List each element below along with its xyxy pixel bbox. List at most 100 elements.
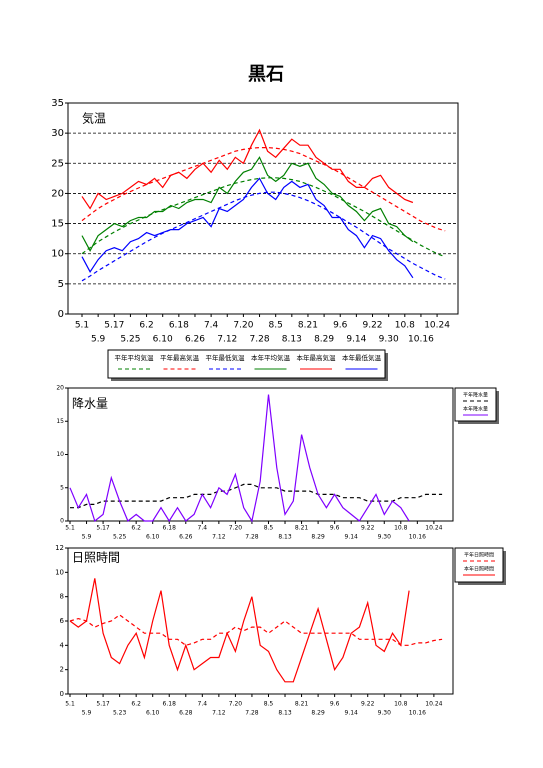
- x-tick-label: 5.1: [65, 701, 75, 708]
- y-tick-label: 6: [60, 617, 65, 625]
- legend-label: 平年降水量: [463, 392, 488, 399]
- x-tick-label: 6.2: [131, 525, 141, 532]
- x-tick-label: 8.29: [311, 534, 325, 541]
- axis-label: 降水量: [72, 397, 108, 411]
- x-tick-label: 9.14: [346, 335, 366, 345]
- x-tick-label: 7.12: [212, 534, 226, 541]
- x-tick-label: 8.5: [264, 525, 274, 532]
- x-tick-label: 9.6: [333, 321, 348, 331]
- x-tick-label: 5.25: [120, 335, 140, 345]
- x-tick-label: 8.21: [298, 321, 318, 331]
- x-tick-label: 10.16: [409, 710, 426, 717]
- x-tick-label: 7.28: [245, 534, 259, 541]
- x-tick-label: 5.17: [104, 321, 124, 331]
- y-tick-label: 20: [56, 385, 64, 392]
- x-tick-label: 9.22: [362, 321, 382, 331]
- legend-label: 本年日照時間: [464, 566, 494, 573]
- y-tick-label: 12: [55, 544, 64, 552]
- x-tick-label: 5.9: [82, 710, 92, 717]
- legend-label: 本年平均気温: [251, 353, 291, 362]
- x-tick-label: 9.14: [345, 710, 359, 717]
- x-tick-label: 8.5: [264, 701, 274, 708]
- legend-label: 本年最高気温: [297, 353, 337, 362]
- x-tick-label: 6.10: [146, 710, 160, 717]
- x-tick-label: 7.20: [229, 701, 243, 708]
- x-tick-label: 6.26: [179, 534, 193, 541]
- x-tick-label: 7.12: [212, 710, 226, 717]
- x-tick-label: 9.30: [378, 534, 392, 541]
- data-line: [69, 394, 410, 523]
- y-tick-label: 20: [51, 188, 64, 199]
- y-tick-label: 35: [51, 98, 64, 109]
- x-tick-label: 10.16: [409, 534, 426, 541]
- y-tick-label: 10: [56, 451, 64, 458]
- x-tick-label: 9.30: [378, 710, 392, 717]
- y-tick-label: 10: [55, 568, 64, 576]
- x-tick-label: 8.29: [311, 710, 325, 717]
- x-tick-label: 7.12: [217, 335, 237, 345]
- x-tick-label: 8.21: [295, 525, 309, 532]
- y-tick-label: 8: [60, 593, 64, 601]
- legend-label: 平年最低気温: [206, 353, 246, 362]
- x-tick-label: 8.13: [282, 335, 302, 345]
- y-tick-label: 30: [51, 128, 64, 139]
- axis-label: 気温: [82, 111, 106, 126]
- legend-label: 本年降水量: [463, 406, 488, 413]
- data-line: [81, 177, 414, 279]
- page-title: 黒石: [248, 64, 284, 85]
- x-tick-label: 7.28: [250, 335, 270, 345]
- data-line: [81, 147, 446, 232]
- x-tick-label: 5.25: [113, 534, 127, 541]
- x-tick-label: 6.10: [146, 534, 160, 541]
- x-tick-label: 10.24: [424, 321, 450, 331]
- x-tick-label: 9.6: [330, 525, 340, 532]
- x-tick-label: 6.18: [163, 525, 177, 532]
- x-tick-label: 6.26: [185, 335, 205, 345]
- x-tick-label: 7.20: [233, 321, 253, 331]
- data-line: [81, 177, 446, 258]
- x-tick-label: 9.14: [345, 534, 359, 541]
- y-tick-label: 10: [51, 249, 64, 260]
- x-tick-label: 9.30: [379, 335, 399, 345]
- x-tick-label: 6.18: [163, 701, 177, 708]
- x-tick-label: 10.24: [425, 525, 442, 532]
- x-tick-label: 5.9: [91, 335, 106, 345]
- axis-label: 日照時間: [72, 551, 120, 565]
- x-tick-label: 8.5: [269, 321, 283, 331]
- y-tick-label: 5: [58, 279, 64, 290]
- x-tick-label: 8.29: [314, 335, 334, 345]
- x-tick-label: 7.4: [198, 525, 208, 532]
- x-tick-label: 10.24: [425, 701, 442, 708]
- y-tick-label: 0: [60, 690, 64, 698]
- x-tick-label: 5.1: [75, 321, 89, 331]
- y-tick-label: 5: [60, 484, 64, 491]
- data-line: [81, 156, 414, 252]
- data-line: [69, 578, 410, 683]
- x-tick-label: 7.28: [245, 710, 259, 717]
- x-tick-label: 6.2: [139, 321, 153, 331]
- x-tick-label: 5.1: [65, 525, 75, 532]
- x-tick-label: 9.22: [361, 525, 375, 532]
- x-tick-label: 7.20: [229, 525, 243, 532]
- x-tick-label: 10.8: [395, 321, 415, 331]
- legend-label: 平年平均気温: [115, 353, 155, 362]
- data-line: [69, 614, 443, 646]
- x-tick-label: 9.22: [361, 701, 375, 708]
- x-tick-label: 10.8: [394, 701, 408, 708]
- y-tick-label: 15: [51, 219, 64, 230]
- y-tick-label: 4: [60, 641, 65, 649]
- x-tick-label: 10.16: [408, 335, 434, 345]
- legend-label: 平年日照時間: [464, 552, 494, 559]
- x-tick-label: 8.13: [278, 534, 292, 541]
- y-tick-label: 2: [60, 666, 64, 674]
- y-tick-label: 25: [51, 158, 64, 169]
- x-tick-label: 8.13: [278, 710, 292, 717]
- x-tick-label: 9.6: [330, 701, 340, 708]
- x-tick-label: 5.17: [96, 701, 110, 708]
- x-tick-label: 6.2: [131, 701, 141, 708]
- x-tick-label: 8.21: [295, 701, 309, 708]
- legend-box: [107, 349, 386, 379]
- x-tick-label: 5.17: [96, 525, 110, 532]
- x-tick-label: 6.10: [153, 335, 173, 345]
- x-tick-label: 10.8: [394, 525, 408, 532]
